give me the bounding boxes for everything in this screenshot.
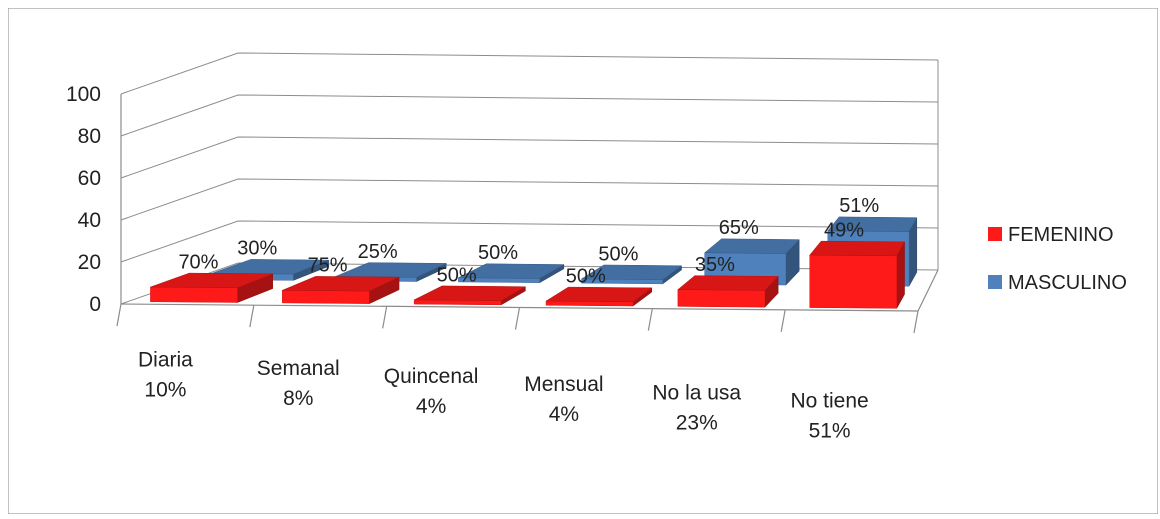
category-total-label: 10% [144, 379, 186, 402]
bar-femenino [809, 240, 905, 310]
gridline [120, 52, 939, 95]
y-tick-label: 100 [66, 83, 101, 106]
data-label: 50% [437, 264, 477, 286]
y-tick-label: 0 [89, 293, 101, 316]
bar-femenino [150, 272, 273, 303]
gridline [120, 220, 939, 263]
category-total-label: 23% [676, 411, 718, 434]
gridline [120, 94, 939, 137]
data-label: 75% [308, 255, 348, 277]
data-label: 50% [598, 243, 638, 265]
legend-label: FEMENINO [1008, 224, 1114, 246]
category-label: Mensual [524, 373, 603, 396]
category-total-label: 51% [809, 419, 851, 442]
x-tick-mark [647, 308, 653, 331]
category-label: Diaria [138, 349, 193, 372]
category-labels: Diaria 10% Semanal 8% Quincenal 4% Mensual 4% No… [138, 349, 869, 443]
bar-femenino [282, 276, 400, 305]
legend-swatch [988, 227, 1002, 241]
data-label: 49% [824, 219, 864, 241]
y-tick-label: 60 [78, 167, 101, 190]
legend: FEMENINO MASCULINO [988, 224, 1127, 294]
gridline [120, 136, 939, 179]
bar-femenino [545, 286, 653, 307]
x-tick-mark [913, 310, 919, 334]
y-tick-label: 20 [78, 251, 101, 274]
x-tick-mark [249, 305, 255, 328]
bars: 30% 25% 50% 50%65%51%70% 75% 50% 50%35%49% [150, 195, 918, 310]
legend-label: MASCULINO [1008, 272, 1127, 294]
y-axis-ticks: 0 20 40 60 80 100 [66, 83, 101, 316]
data-label: 25% [358, 241, 398, 263]
category-label: No tiene [790, 389, 868, 412]
bar-femenino [677, 275, 779, 308]
y-tick-label: 40 [78, 209, 101, 232]
chart-frame: 0 20 40 60 80 100 30% 25% 50% 50% 65% 51% 70% 75% 50%… [7, 7, 1159, 515]
y-tick-label: 80 [78, 125, 101, 148]
x-tick-mark [116, 303, 122, 327]
category-label: Semanal [257, 357, 340, 380]
x-tick-mark [382, 306, 388, 329]
category-label: Quincenal [384, 365, 479, 388]
legend-swatch [988, 275, 1002, 289]
data-label: 70% [178, 251, 218, 273]
category-total-label: 4% [549, 403, 579, 426]
bar-masculino [580, 264, 683, 285]
gridline [120, 178, 939, 221]
data-label: 50% [566, 265, 606, 287]
data-label: 30% [237, 238, 277, 260]
category-total-label: 8% [283, 387, 313, 410]
data-label: 51% [839, 195, 879, 217]
bar-femenino [413, 285, 527, 306]
bar-masculino [458, 263, 565, 284]
x-tick-mark [780, 309, 786, 332]
data-label: 50% [478, 242, 518, 264]
category-total-label: 4% [416, 395, 446, 418]
category-label: No la usa [652, 381, 741, 404]
data-label: 35% [695, 254, 735, 276]
x-tick-mark [514, 307, 521, 330]
data-label: 65% [719, 217, 759, 239]
